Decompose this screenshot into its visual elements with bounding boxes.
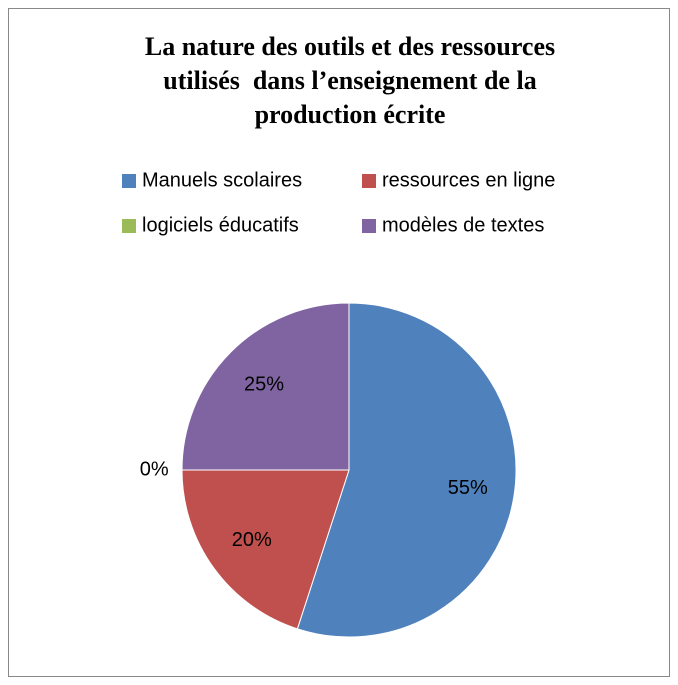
- data-label: 55%: [448, 477, 488, 499]
- pie-slice: [181, 469, 350, 630]
- legend-swatch: [362, 174, 376, 188]
- legend-label: logiciels éducatifs: [142, 214, 299, 236]
- chart-title: La nature des outils et des ressources u…: [144, 32, 562, 129]
- legend-swatch: [122, 174, 136, 188]
- pie-slice: [181, 302, 350, 471]
- legend-label: modèles de textes: [382, 214, 544, 236]
- data-label: 20%: [232, 529, 272, 551]
- legend-label: ressources en ligne: [382, 169, 555, 191]
- legend-swatch: [362, 219, 376, 233]
- legend-label: Manuels scolaires: [142, 169, 302, 191]
- legend-swatch: [122, 219, 136, 233]
- pie-slice: [296, 302, 517, 638]
- data-label: 25%: [244, 373, 284, 395]
- data-label: 0%: [140, 458, 169, 480]
